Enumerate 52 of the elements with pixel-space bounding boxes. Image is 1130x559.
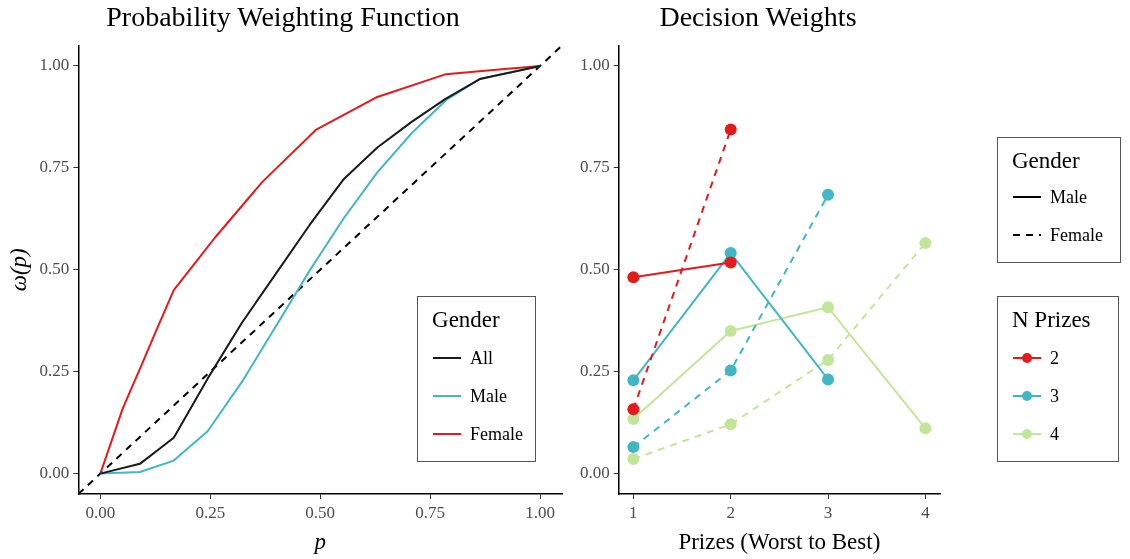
point [627, 374, 640, 387]
point [627, 413, 640, 425]
x-tick-label: 0.75 [415, 502, 445, 522]
x-tick-label: 1.00 [525, 502, 555, 522]
chart-title: Decision Weights [659, 1, 857, 33]
x-tick-label: 0.50 [305, 502, 336, 522]
y-tick-label: 0.00 [580, 463, 610, 483]
point [822, 301, 835, 314]
x-tick-label: 3 [823, 502, 833, 522]
text: Male [1050, 186, 1087, 208]
x-axis-title: Prizes (Worst to Best) [678, 529, 881, 555]
y-tick-label: 0.00 [39, 463, 70, 483]
legend-title: Gender [432, 307, 501, 333]
legend-title: N Prizes [1012, 307, 1092, 333]
point [822, 188, 835, 201]
y-tick-label: 0.50 [39, 259, 70, 279]
legend-label: Female [470, 423, 523, 445]
legend-label: 3 [1050, 385, 1059, 407]
y-tick-label: 0.25 [580, 361, 610, 381]
legend-label: 2 [1050, 347, 1059, 369]
y-tick-label: 0.75 [39, 157, 70, 177]
legend-label: 4 [1050, 423, 1059, 445]
text: Female [1050, 224, 1103, 246]
point [724, 418, 737, 431]
point [627, 452, 640, 465]
x-tick-label: 4 [921, 502, 931, 522]
point [724, 123, 737, 136]
y-tick-label: 1.00 [39, 55, 70, 75]
point [724, 256, 737, 269]
point [919, 422, 932, 435]
point [627, 271, 640, 284]
text: Gender [1012, 148, 1081, 174]
x-tick-label: 0.00 [85, 502, 116, 522]
y-tick-label: 1.00 [580, 55, 610, 75]
y-axis-title: ω(p) [5, 248, 31, 292]
point [822, 373, 835, 386]
point [627, 403, 640, 416]
point [822, 353, 835, 366]
y-tick-label: 0.25 [39, 361, 70, 381]
legend-label: Male [470, 385, 507, 407]
y-tick-label: 0.50 [580, 259, 610, 279]
legend-label: All [470, 347, 494, 369]
chart-title: Probability Weighting Function [106, 1, 460, 33]
x-tick-label: 2 [726, 502, 735, 522]
point [627, 441, 640, 454]
point [724, 364, 737, 377]
y-tick-label: 0.75 [580, 157, 610, 177]
x-axis-title: p [312, 529, 326, 555]
x-tick-label: 1 [629, 502, 638, 522]
x-tick-label: 0.25 [195, 502, 226, 522]
point [724, 324, 737, 337]
point [919, 236, 932, 249]
